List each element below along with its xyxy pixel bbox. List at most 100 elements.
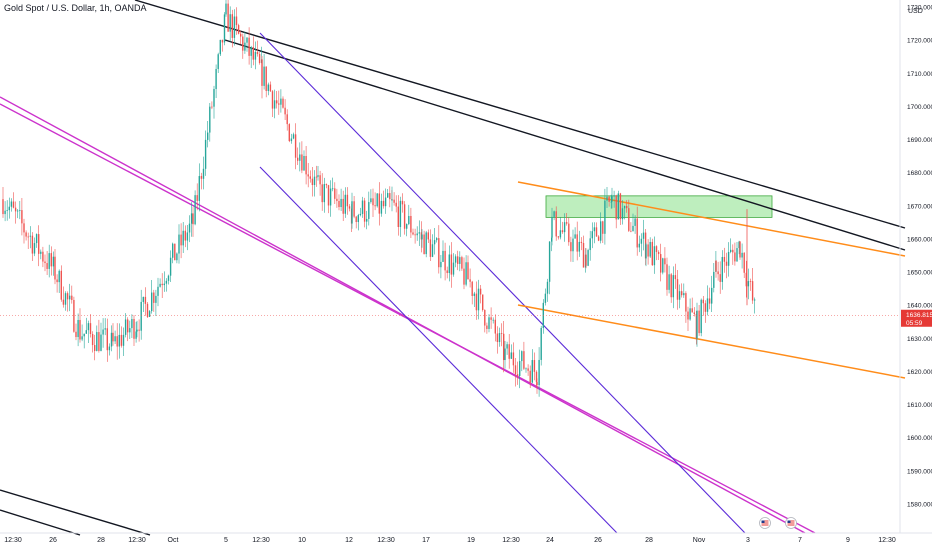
candle-body [403,204,406,229]
candle-body [116,336,118,347]
candle-body [691,308,693,313]
candle-body [551,216,553,238]
candle-body [215,68,217,89]
candle-body [2,199,4,215]
candle-body [649,241,651,257]
y-tick-label: 1640.000 [907,303,932,310]
candle-body [514,365,517,375]
candle-body [280,98,282,105]
candle-body [634,218,636,226]
candle-body [219,39,221,55]
candle-body [465,262,467,285]
candle-body [446,270,448,274]
candle-body [655,246,658,252]
candle-body [454,256,457,263]
candle-body [108,346,111,351]
candle-body [180,234,182,246]
candle-body [309,176,311,179]
candle-body [325,184,328,186]
candle-body [329,188,332,206]
candle-body [282,98,284,108]
candle-body [459,257,461,264]
candle-body [418,232,420,234]
candle-body [163,283,165,286]
candle-body [344,194,346,214]
candle-body [77,319,79,338]
candle-body [600,221,602,241]
candle-body [290,138,293,142]
candle-body [747,281,750,287]
x-tick-label: 7 [798,537,802,544]
x-tick-label: Nov [693,537,706,544]
candle-body [469,279,471,282]
candle-body [252,47,254,60]
candle-body [221,39,224,43]
currency-label: USD [908,8,923,15]
candle-body [595,227,598,237]
candle-body [178,234,180,254]
candle-body [696,310,698,339]
candle-body [54,256,56,280]
candle-body [254,52,257,60]
candle-body [317,175,319,177]
candle-body [271,91,274,109]
candle-body [461,257,463,269]
candle-body [730,249,732,252]
candle-body [363,200,366,222]
candle-body [473,293,475,296]
candle-body [576,234,578,252]
y-tick-label: 1690.000 [907,137,932,144]
candle-body [27,236,29,238]
candle-body [591,231,593,239]
x-tick-label: 19 [467,537,475,544]
candle-body [503,333,505,361]
candle-body [683,293,685,296]
candle-body [442,250,444,262]
x-tick-label: 24 [546,537,554,544]
candle-body [715,260,717,272]
candle-body [721,256,723,282]
candle-body [535,371,538,383]
candle-body [192,213,194,225]
countdown-value: 05:59 [906,320,923,327]
candle-body [69,295,71,300]
candle-body [638,243,640,248]
candle-body [31,235,34,254]
x-tick-label: 26 [594,537,602,544]
resistance-zone [545,195,773,218]
candle-body [85,330,87,334]
x-tick-label: Oct [168,537,179,544]
candle-body [124,319,127,335]
candle-body [14,207,17,212]
candle-body [133,319,135,339]
candle-body [366,218,368,222]
candle-body [741,252,743,258]
y-tick-label: 1650.000 [907,270,932,277]
candle-body [102,329,104,335]
orange-channel-lower [517,304,906,379]
candle-body [604,200,606,234]
candle-body [555,211,557,237]
candle-body [610,201,612,203]
candle-body [580,241,583,244]
candle-body [38,234,40,254]
candle-body [217,54,219,69]
candle-body [340,198,342,208]
candle-body [589,238,591,251]
candle-body [657,251,660,255]
candle-body [66,293,69,300]
candle-body [136,329,138,332]
candle-body [651,241,653,266]
candle-body [519,361,521,376]
candle-body [91,333,94,346]
candle-body [106,328,108,351]
candle-body [563,222,566,233]
candle-body [332,188,334,190]
last-price-value: 1636.815 [906,312,932,319]
candle-body [122,334,125,346]
us-flag-stripe [787,522,795,524]
candle-body [406,224,408,229]
candle-body [490,317,492,320]
